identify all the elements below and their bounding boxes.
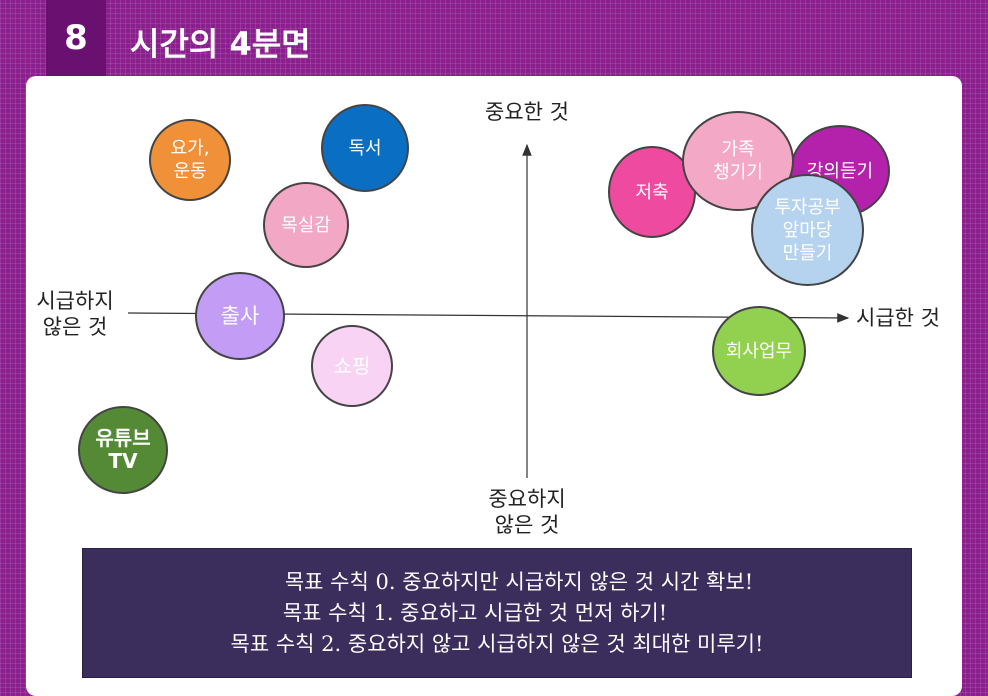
goal-line: 목표 수칙 1. 중요하고 시급한 것 먼저 하기! (282, 600, 668, 625)
bubble-savings: 저축 (608, 146, 696, 238)
bubble-reading: 독서 (321, 104, 409, 192)
goals-box: 목표 수칙 0. 중요하지만 시급하지 않은 것 시간 확보! 목표 수칙 1.… (82, 548, 912, 678)
slide-title: 시간의 4분면 (130, 25, 311, 63)
axis-label-not-important: 중요하지 않은 것 (488, 487, 566, 537)
goal-line: 목표 수칙 2. 중요하지 않고 시급하지 않은 것 최대한 미루기! (230, 631, 764, 656)
axis-label-important: 중요한 것 (485, 100, 569, 124)
axis-label-not-urgent: 시급하지 않은 것 (36, 289, 114, 339)
bubble-photography: 출사 (195, 272, 285, 360)
bubble-work: 회사업무 (712, 306, 806, 396)
goal-line: 목표 수칙 0. 중요하지만 시급하지 않은 것 시간 확보! (284, 569, 754, 594)
bubble-shopping: 쇼핑 (311, 325, 393, 407)
slide-number: 8 (46, 0, 106, 76)
bubble-youtube-tv: 유튜브 TV (78, 406, 168, 494)
bubble-investment-study: 투자공부 앞마당 만들기 (751, 174, 864, 286)
axis-label-urgent: 시급한 것 (856, 306, 940, 330)
bubble-yoga-exercise: 요가, 운동 (149, 119, 231, 201)
bubble-gratitude-journal: 목실감 (263, 182, 349, 268)
